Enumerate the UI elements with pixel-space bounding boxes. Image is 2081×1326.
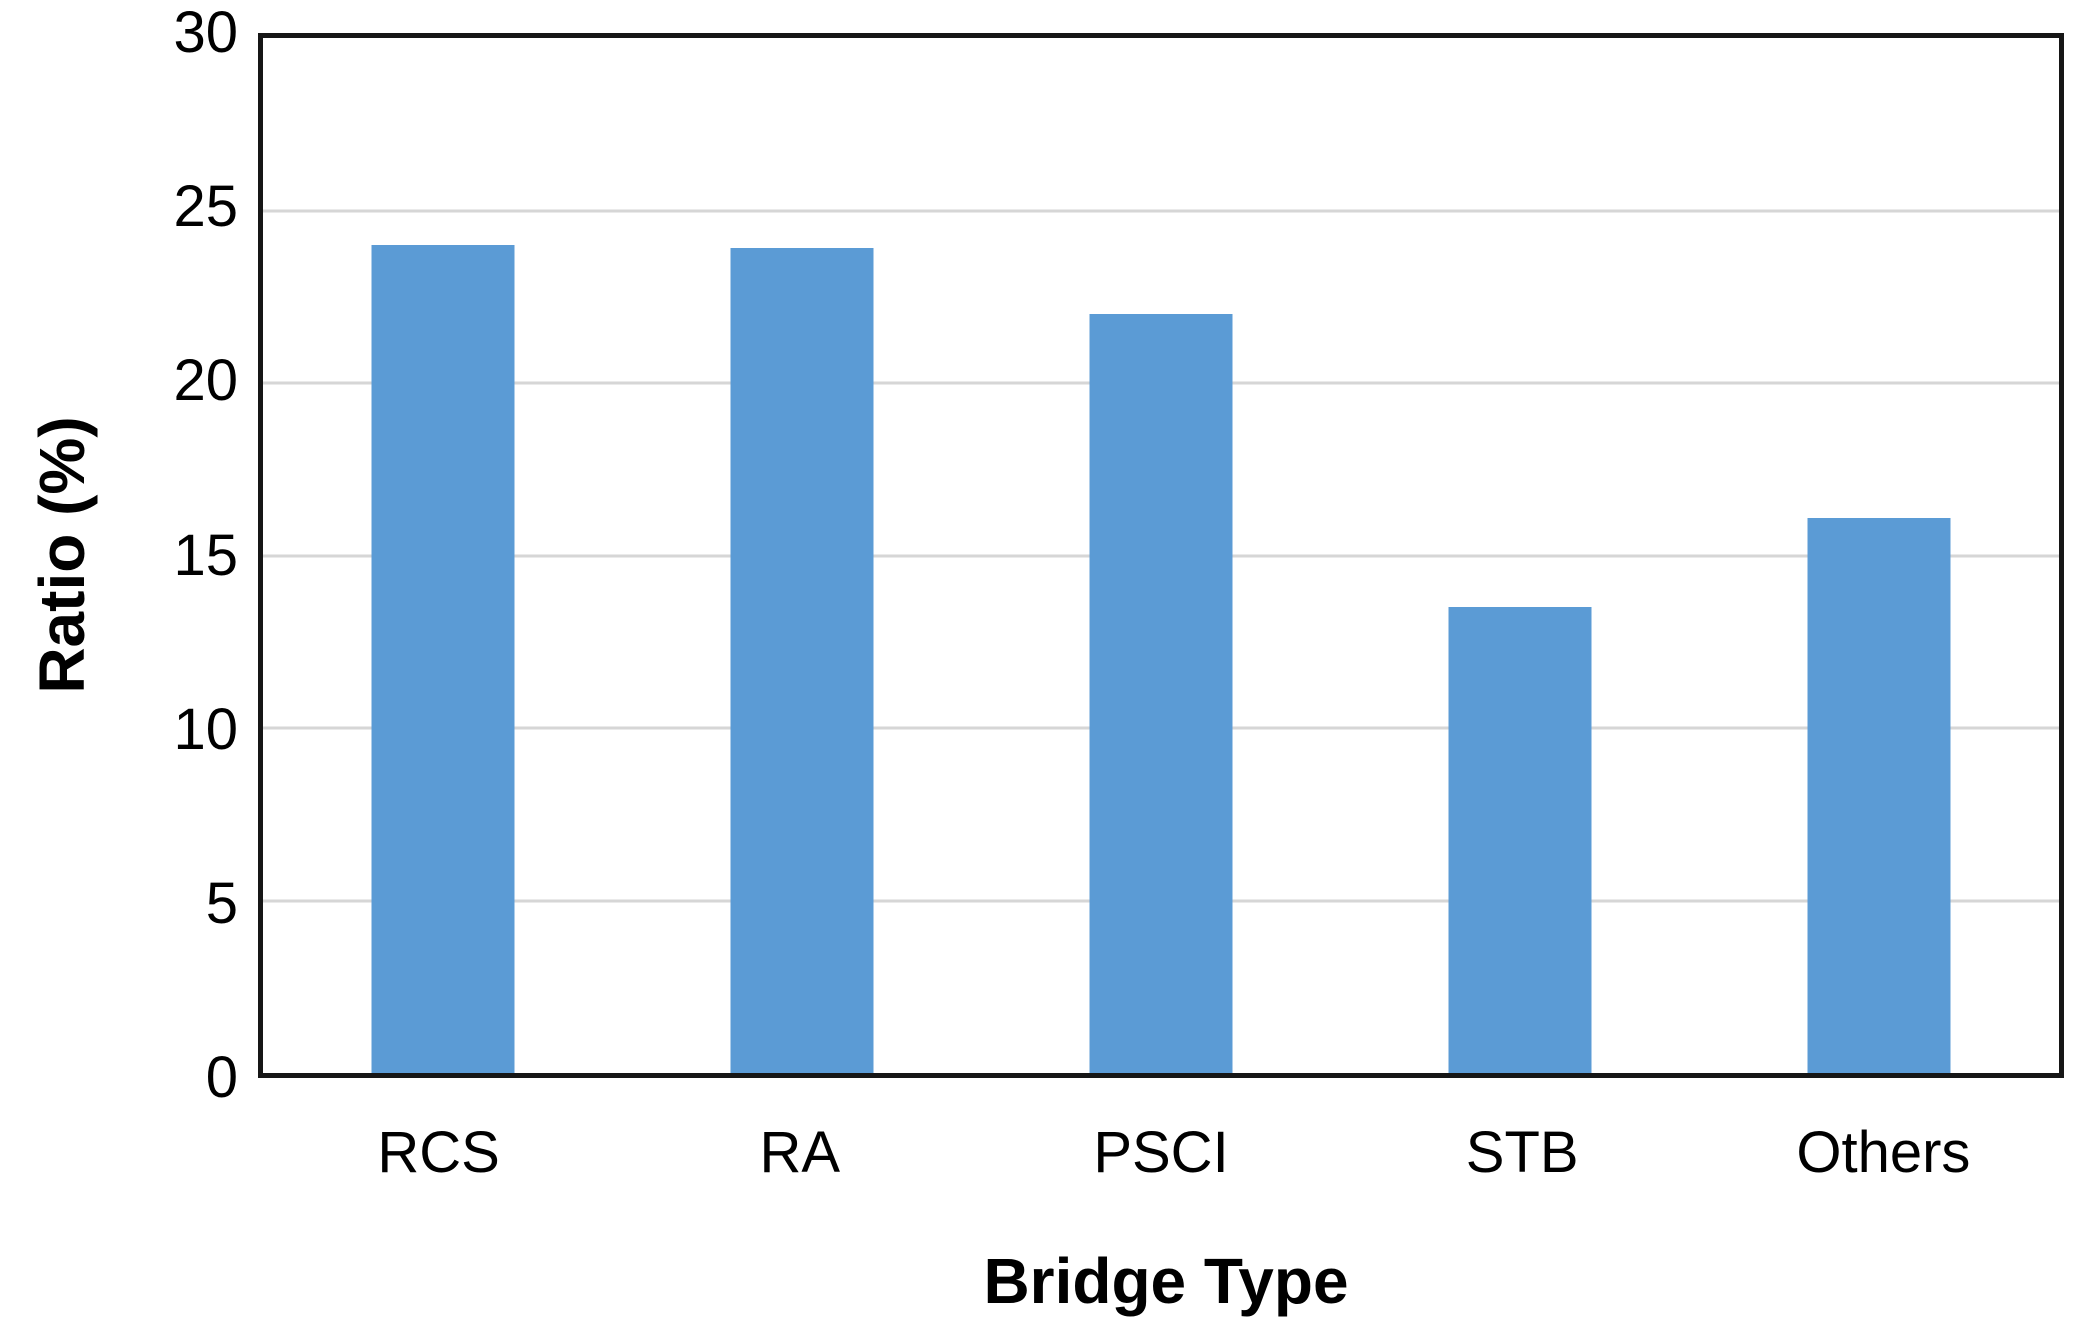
plot-area (258, 33, 2064, 1078)
bar-others (1807, 517, 1951, 1073)
bar-ra (730, 248, 874, 1073)
gridline-25 (263, 209, 2059, 212)
y-tick-label-25: 25 (173, 174, 238, 240)
x-tick-label-ra: RA (759, 1120, 841, 1185)
x-tick-label-others: Others (1796, 1120, 1971, 1185)
x-tick-label-stb: STB (1465, 1120, 1579, 1185)
bar-rcs (371, 245, 515, 1073)
y-tick-label-15: 15 (173, 522, 238, 588)
x-tick-label-psci: PSCI (1093, 1120, 1229, 1185)
bar-psci (1089, 314, 1233, 1073)
x-tick-label-rcs: RCS (377, 1120, 500, 1185)
bar-stb (1448, 607, 1592, 1073)
y-tick-label-0: 0 (205, 1045, 238, 1110)
y-tick-label-10: 10 (173, 696, 238, 762)
x-axis-title: Bridge Type (983, 1245, 1349, 1317)
y-axis-title: Ratio (%) (26, 416, 98, 694)
y-tick-label-20: 20 (173, 348, 238, 414)
y-tick-label-5: 5 (205, 870, 238, 936)
y-tick-label-30: 30 (173, 0, 238, 65)
